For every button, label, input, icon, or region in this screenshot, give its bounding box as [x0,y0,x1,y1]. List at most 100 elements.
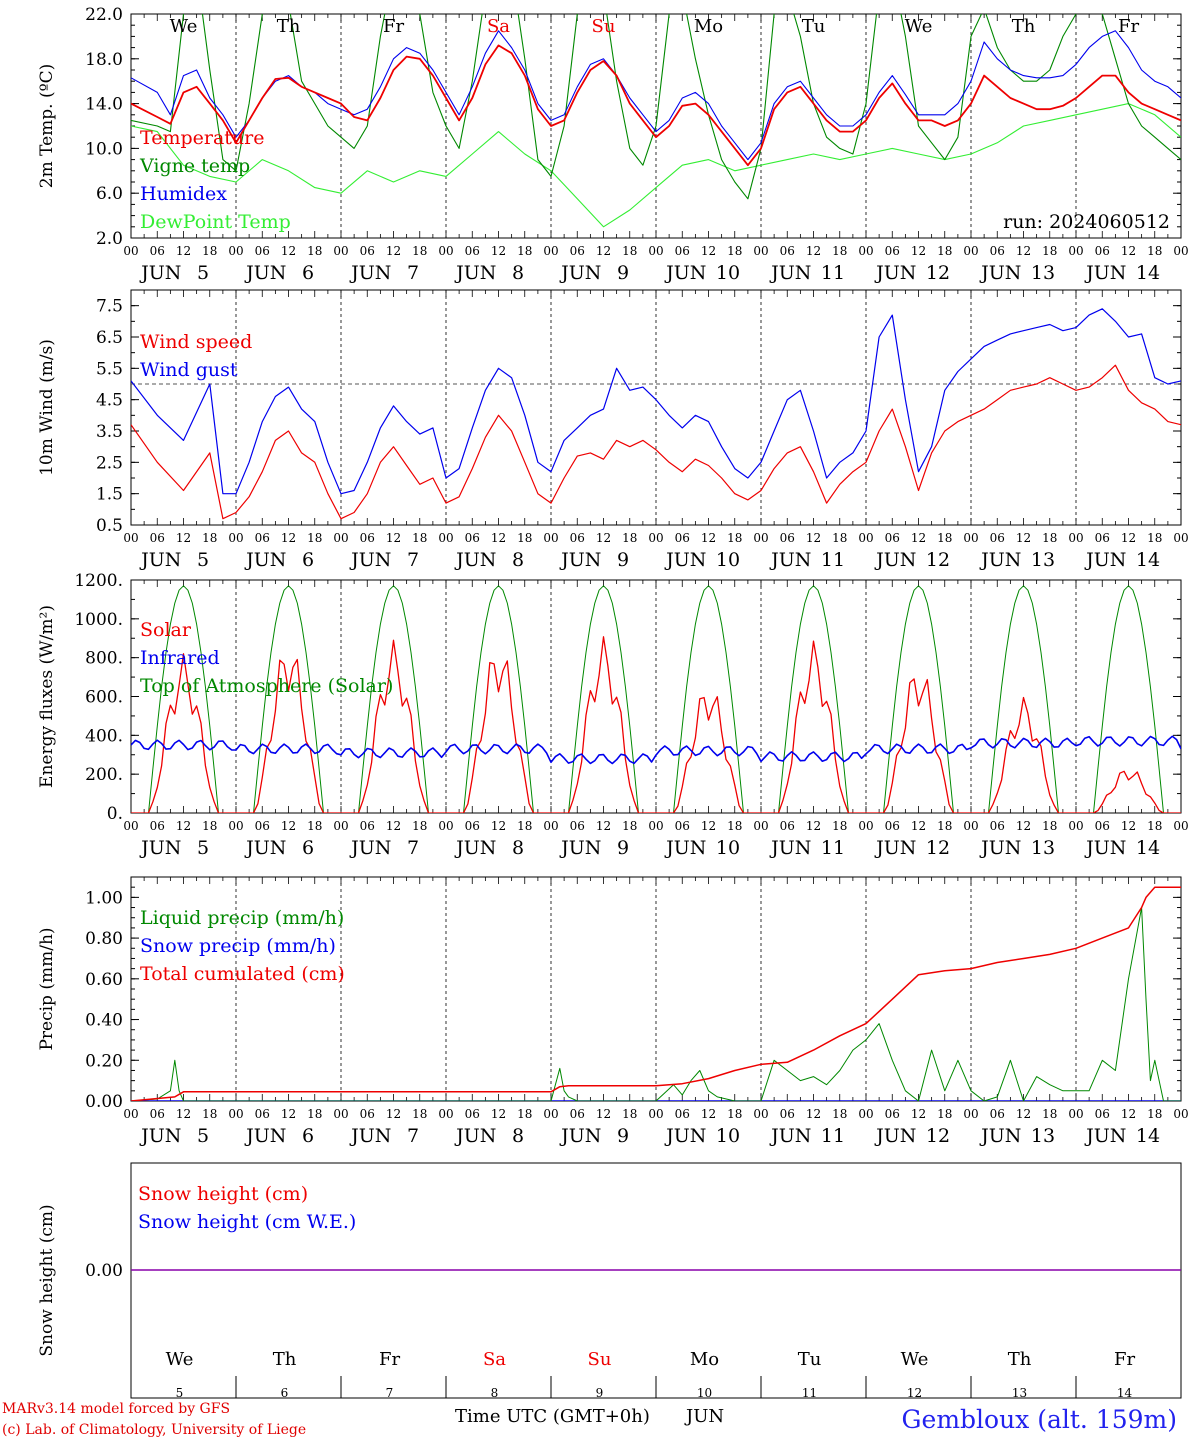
legend-entry: Vigne temp [139,155,250,177]
hour-tick-label: 00 [543,531,558,545]
day-of-week-label: We [905,16,933,37]
hour-tick-label: 12 [281,1107,296,1121]
hour-tick-label: 06 [885,1107,900,1121]
hour-tick-label: 12 [491,244,506,258]
hour-tick-label: 18 [832,819,847,833]
y-tick-label: 0.80 [85,929,123,949]
hour-tick-label: 00 [963,1107,978,1121]
date-label: 8 [512,837,524,859]
hour-tick-label: 18 [517,1107,532,1121]
day-of-week-label: Mo [690,1349,719,1370]
hour-tick-label: 06 [570,819,585,833]
hour-tick-label: 12 [911,819,926,833]
y-tick-label: 3.5 [96,422,123,442]
date-label: 12 [907,1386,922,1400]
date-label: 8 [512,1125,524,1147]
month-label: JUN [454,262,496,284]
month-label: JUN [139,549,181,571]
date-label: 5 [197,837,209,859]
month-label: JUN [139,837,181,859]
hour-tick-label: 00 [753,244,768,258]
month-label: JUN [559,549,601,571]
hour-tick-label: 00 [123,531,138,545]
hour-tick-label: 00 [1173,531,1188,545]
hour-tick-label: 12 [386,531,401,545]
footer: MARv3.14 model forced by GFS (c) Lab. of… [2,1401,1177,1438]
hour-tick-label: 06 [360,1107,375,1121]
date-label: 10 [716,549,740,571]
hour-tick-label: 18 [622,819,637,833]
y-tick-label: 0. [107,804,123,824]
date-label: 13 [1031,1125,1055,1147]
day-of-week-label: Fr [1118,16,1139,37]
hour-tick-label: 00 [858,244,873,258]
hour-tick-label: 18 [202,531,217,545]
y-axis-label: 10m Wind (m/s) [37,339,57,476]
hour-tick-label: 00 [753,531,768,545]
hour-tick-label: 12 [701,531,716,545]
month-label: JUN [664,1125,706,1147]
day-of-week-label: We [166,1349,194,1370]
month-label: JUN [454,837,496,859]
month-label: JUN [244,262,286,284]
month-label: JUN [559,1125,601,1147]
hour-tick-label: 06 [1095,1107,1110,1121]
month-label: JUN [454,549,496,571]
hour-tick-label: 06 [1095,531,1110,545]
legend-entry: Wind gust [140,359,238,381]
y-tick-label: 1200. [74,571,123,591]
hour-tick-label: 00 [543,1107,558,1121]
hour-tick-label: 00 [333,244,348,258]
hour-tick-label: 06 [570,1107,585,1121]
date-label: 11 [821,837,845,859]
date-label: 12 [926,262,950,284]
hour-tick-label: 18 [412,819,427,833]
hour-tick-label: 18 [202,244,217,258]
hour-tick-label: 00 [1068,819,1083,833]
hour-tick-label: 12 [596,531,611,545]
y-tick-label: 0.60 [85,970,123,990]
date-label: 14 [1136,1125,1160,1147]
hour-tick-label: 18 [1147,531,1162,545]
hour-tick-label: 00 [1068,531,1083,545]
hour-tick-label: 06 [465,531,480,545]
hour-tick-label: 00 [438,1107,453,1121]
hour-tick-label: 12 [386,1107,401,1121]
hour-tick-label: 18 [832,244,847,258]
hour-tick-label: 12 [1121,1107,1136,1121]
hour-tick-label: 06 [675,244,690,258]
hour-tick-label: 12 [701,1107,716,1121]
y-tick-label: 2.0 [96,229,123,249]
month-label: JUN [454,1125,496,1147]
hour-tick-label: 00 [228,244,243,258]
month-label: JUN [769,1125,811,1147]
legend-entry: Snow precip (mm/h) [140,935,336,957]
hour-tick-label: 00 [1173,819,1188,833]
snow-panel: 0.00 Snow height (cm) Snow height (cm) Snow… [37,1162,1182,1400]
hour-tick-label: 00 [333,531,348,545]
date-label: 14 [1117,1386,1133,1400]
y-tick-label: 1000. [74,610,123,630]
hour-tick-label: 06 [150,1107,165,1121]
hour-tick-label: 12 [1121,531,1136,545]
hour-tick-label: 00 [963,531,978,545]
hour-tick-label: 12 [176,244,191,258]
day-of-week-label: Tu [798,1349,822,1370]
time-axis-month: JUN [684,1406,724,1427]
series-line-wind-speed [131,364,1181,520]
y-tick-label: 800. [85,649,123,669]
series-line-vigne-temp [131,14,1181,200]
hour-tick-label: 12 [1016,1107,1031,1121]
day-of-week-label: Mo [694,16,723,37]
hour-tick-label: 18 [517,819,532,833]
run-label: run: 2024060512 [1003,211,1170,233]
y-tick-label: 22.0 [85,5,123,25]
y-tick-label: 18.0 [85,50,123,70]
precip-panel: 0.00 0.20 0.40 0.60 0.80 1.00 Precip (mm/h) 00 0… [37,876,1189,1147]
hour-tick-label: 12 [1121,244,1136,258]
hour-tick-label: 00 [228,531,243,545]
date-label: 7 [407,549,419,571]
date-label: 9 [617,549,629,571]
date-label: 13 [1012,1386,1027,1400]
